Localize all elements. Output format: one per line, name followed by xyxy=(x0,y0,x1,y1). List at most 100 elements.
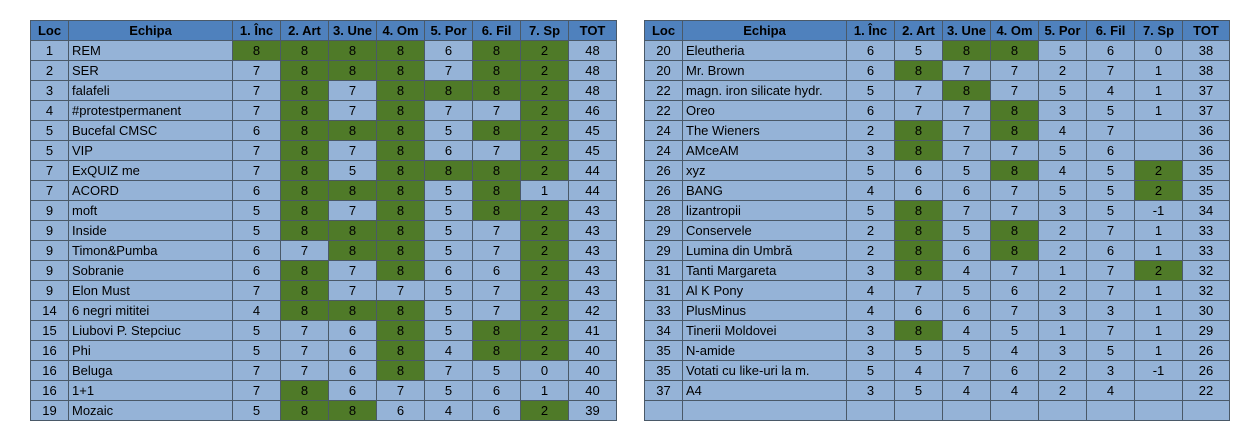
score-cell: 6 xyxy=(328,360,377,381)
total-cell: 26 xyxy=(1182,340,1230,361)
score-cell: 3 xyxy=(1038,100,1087,121)
score-cell: 7 xyxy=(232,360,281,381)
score-cell: 6 xyxy=(328,340,377,361)
score-cell: 8 xyxy=(894,220,943,241)
score-cell: 4 xyxy=(1038,160,1087,181)
score-cell: 2 xyxy=(520,60,569,81)
total-cell: 40 xyxy=(568,340,617,361)
team-name-cell: Inside xyxy=(68,220,233,241)
score-cell: 8 xyxy=(376,140,425,161)
score-cell: 8 xyxy=(280,120,329,141)
score-cell: 3 xyxy=(846,260,895,281)
score-cell: 8 xyxy=(376,340,425,361)
score-cell: 8 xyxy=(472,320,521,341)
score-cell: 6 xyxy=(472,400,521,421)
score-cell: 7 xyxy=(942,140,991,161)
score-cell xyxy=(1134,380,1183,401)
score-cell: 5 xyxy=(846,160,895,181)
score-cell: 1 xyxy=(1134,280,1183,301)
team-name-cell: AMceAM xyxy=(682,140,847,161)
header-round-3: 3. Une xyxy=(942,20,991,41)
score-cell: 4 xyxy=(1086,380,1135,401)
team-name-cell: Elon Must xyxy=(68,280,233,301)
total-cell: 36 xyxy=(1182,140,1230,161)
team-name-cell: 1+1 xyxy=(68,380,233,401)
standings-table-right: Loc Echipa 1. Înc 2. Art 3. Une 4. Om 5. Por 6.… xyxy=(644,20,1230,421)
score-cell: 4 xyxy=(942,320,991,341)
score-cell: 8 xyxy=(376,240,425,261)
rank-cell: 29 xyxy=(644,240,683,261)
rank-cell: 7 xyxy=(30,180,69,201)
team-name-cell: Votati cu like-uri la m. xyxy=(682,360,847,381)
score-cell: 2 xyxy=(520,300,569,321)
score-cell: -1 xyxy=(1134,360,1183,381)
team-name-cell: Timon&Pumba xyxy=(68,240,233,261)
score-cell: 7 xyxy=(942,120,991,141)
score-cell: 2 xyxy=(520,200,569,221)
header-round-2: 2. Art xyxy=(280,20,329,41)
score-cell: 7 xyxy=(328,140,377,161)
score-cell: 8 xyxy=(376,260,425,281)
score-cell: 7 xyxy=(1086,260,1135,281)
score-cell: 4 xyxy=(1086,80,1135,101)
table-row: 28 lizantropii 5 8 7 7 3 5 -1 34 xyxy=(644,200,1230,221)
score-cell: 7 xyxy=(232,380,281,401)
score-cell: 7 xyxy=(280,320,329,341)
score-cell: 4 xyxy=(990,380,1039,401)
rank-cell: 37 xyxy=(644,380,683,401)
table-header: Loc Echipa 1. Înc 2. Art 3. Une 4. Om 5. Por 6.… xyxy=(30,20,617,41)
header-round-4: 4. Om xyxy=(376,20,425,41)
rank-cell: 33 xyxy=(644,300,683,321)
table-row: 31 Tanti Margareta 3 8 4 7 1 7 2 32 xyxy=(644,260,1230,281)
score-cell: 7 xyxy=(472,100,521,121)
score-cell: 4 xyxy=(990,340,1039,361)
total-cell: 43 xyxy=(568,260,617,281)
total-cell: 29 xyxy=(1182,320,1230,341)
team-name-cell: Liubovi P. Stepciuc xyxy=(68,320,233,341)
score-cell: 6 xyxy=(424,40,473,61)
score-cell: 5 xyxy=(1038,40,1087,61)
score-cell: 3 xyxy=(846,340,895,361)
team-name-cell: Mozaic xyxy=(68,400,233,421)
score-cell: 6 xyxy=(942,300,991,321)
score-cell: 7 xyxy=(472,220,521,241)
score-cell: 5 xyxy=(1038,80,1087,101)
table-body: 1 REM 8 8 8 8 6 8 2 48 2 SER 7 8 8 8 7 8 2 48 3 falafeli 7 8 7 8 8… xyxy=(30,40,617,421)
score-cell: 7 xyxy=(990,60,1039,81)
table-row: 5 VIP 7 8 7 8 6 7 2 45 xyxy=(30,140,617,161)
score-cell: 2 xyxy=(520,100,569,121)
score-cell: 3 xyxy=(846,320,895,341)
score-cell xyxy=(1134,140,1183,161)
score-cell: 8 xyxy=(376,80,425,101)
score-cell xyxy=(1038,400,1087,421)
score-cell: 7 xyxy=(942,200,991,221)
total-cell: 41 xyxy=(568,320,617,341)
score-cell: 8 xyxy=(942,40,991,61)
score-cell: 5 xyxy=(472,360,521,381)
total-cell: 33 xyxy=(1182,240,1230,261)
rank-cell: 24 xyxy=(644,140,683,161)
table-row: 35 N-amide 3 5 5 4 3 5 1 26 xyxy=(644,340,1230,361)
header-round-5: 5. Por xyxy=(424,20,473,41)
score-cell: 8 xyxy=(472,80,521,101)
score-cell: 5 xyxy=(232,400,281,421)
score-cell: 4 xyxy=(894,360,943,381)
team-name-cell: 6 negri mititei xyxy=(68,300,233,321)
score-cell: 1 xyxy=(520,380,569,401)
rank-cell: 16 xyxy=(30,380,69,401)
team-name-cell: ACORD xyxy=(68,180,233,201)
rank-cell: 9 xyxy=(30,260,69,281)
score-cell: 1 xyxy=(1134,60,1183,81)
score-cell: 2 xyxy=(1038,220,1087,241)
score-cell: 3 xyxy=(846,380,895,401)
total-cell: 32 xyxy=(1182,280,1230,301)
score-cell: 6 xyxy=(894,160,943,181)
score-cell: 6 xyxy=(328,380,377,401)
score-cell: 8 xyxy=(376,40,425,61)
score-cell: 8 xyxy=(894,140,943,161)
team-name-cell xyxy=(682,400,847,421)
rank-cell: 14 xyxy=(30,300,69,321)
table-row: 33 PlusMinus 4 6 6 7 3 3 1 30 xyxy=(644,300,1230,321)
table-row: 26 xyz 5 6 5 8 4 5 2 35 xyxy=(644,160,1230,181)
score-cell: 7 xyxy=(990,200,1039,221)
